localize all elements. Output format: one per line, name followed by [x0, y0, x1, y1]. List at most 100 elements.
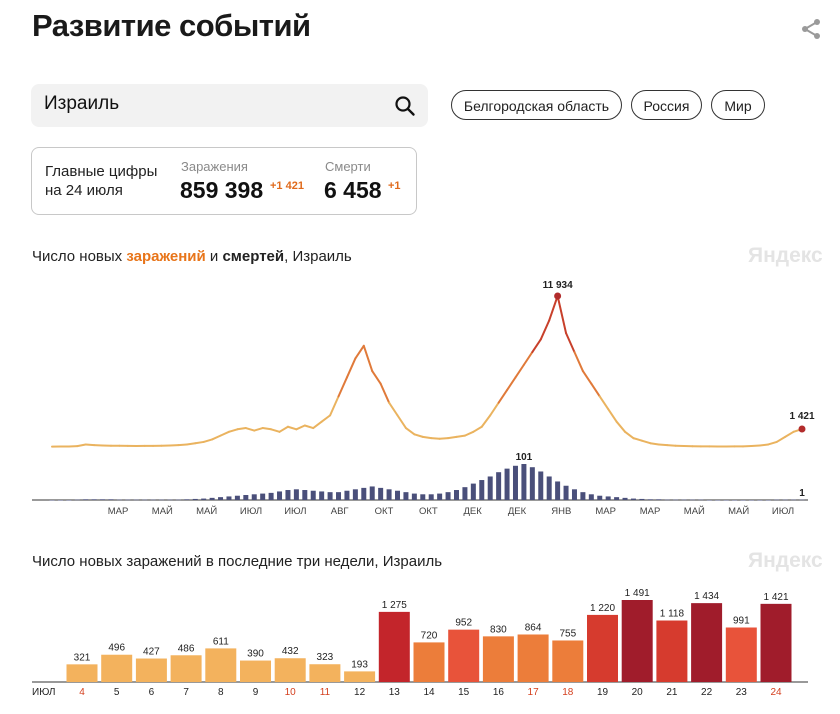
search-box[interactable] — [31, 84, 428, 127]
infection-line-segment — [362, 344, 374, 373]
infection-line-segment — [573, 351, 584, 373]
bar-value-label: 1 220 — [590, 603, 615, 614]
death-bar — [201, 498, 207, 500]
infection-line-segment — [295, 424, 306, 431]
bar — [66, 664, 98, 682]
infection-line-segment — [219, 430, 230, 437]
bar — [344, 671, 376, 682]
chart2-title: Число новых заражений в последние три не… — [32, 553, 443, 570]
death-bar — [285, 490, 291, 500]
infection-line-segment — [379, 382, 391, 404]
infection-line-segment — [320, 414, 332, 423]
bar-value-label: 1 491 — [625, 588, 650, 599]
death-bar — [555, 481, 561, 500]
page-title: Развитие событий — [32, 8, 311, 43]
death-bar — [428, 494, 434, 500]
x-category-label: 6 — [149, 687, 155, 698]
death-bar — [251, 494, 257, 500]
death-bar — [243, 495, 249, 500]
death-bar — [437, 493, 443, 500]
peak-marker — [554, 292, 562, 300]
stats-card — [31, 147, 417, 215]
infection-line-segment — [565, 332, 576, 354]
death-bar — [521, 464, 527, 500]
death-bar — [175, 499, 181, 501]
infection-line-segment — [84, 443, 96, 447]
infection-line-segment — [337, 376, 348, 398]
death-bar — [597, 495, 603, 500]
death-bar — [622, 497, 628, 500]
bar — [274, 658, 306, 682]
bar — [448, 629, 480, 682]
infection-line-segment — [438, 437, 450, 440]
infection-line-segment — [590, 382, 601, 398]
death-bar — [150, 499, 156, 501]
death-bar — [639, 498, 645, 500]
chip-world[interactable]: Мир — [711, 90, 765, 120]
infection-line-segment — [758, 443, 770, 447]
infection-line-segment — [489, 401, 500, 417]
infection-line-segment — [354, 344, 365, 360]
bar-value-label: 611 — [213, 636, 229, 647]
death-bar — [757, 500, 763, 501]
death-bar — [192, 498, 198, 500]
chart1: 11 934 1 421 101 1 МАР МАЙ МАЙ ИЮЛ ИЮЛ АВГ ОКТ ОКТ Д… — [32, 280, 815, 517]
x-category-label: 22 — [701, 687, 713, 698]
bar — [101, 654, 133, 682]
death-bar — [487, 476, 493, 500]
death-bar — [504, 468, 510, 500]
chip-belgorod[interactable]: Белгородская область — [451, 90, 622, 120]
bar-value-label: 486 — [178, 643, 195, 654]
x-category-label: 4 — [79, 687, 85, 698]
infection-line-segment — [227, 428, 239, 433]
death-bar — [689, 499, 695, 501]
chart2: ИЮЛ 321 4 496 5 427 6 486 7 611 8 390 9 432 10 323 11 193… — [32, 588, 808, 698]
infection-line-segment — [404, 427, 416, 436]
infection-line-segment — [278, 425, 289, 433]
death-bar — [108, 499, 114, 500]
death-last-label: 1 — [799, 488, 805, 499]
chip-russia[interactable]: Россия — [631, 90, 702, 120]
death-bar — [453, 490, 459, 500]
infection-line-segment — [177, 443, 188, 447]
search-input[interactable]: Израиль — [44, 93, 120, 114]
x-category-label: 5 — [114, 687, 120, 698]
x-tick-label: ОКТ — [419, 506, 438, 517]
bar-value-label: 1 421 — [763, 592, 788, 603]
bar-value-label: 864 — [525, 622, 542, 633]
chart1-title-highlight: заражений — [126, 248, 206, 265]
death-bar — [411, 493, 417, 500]
yandex-watermark-1: Яндекс — [748, 244, 823, 267]
death-bar — [512, 465, 518, 500]
death-bar — [571, 489, 577, 500]
bar — [656, 620, 688, 682]
infection-line-segment — [767, 440, 778, 446]
bar — [725, 627, 757, 682]
x-tick-label: МАЙ — [728, 505, 749, 517]
infection-line-segment — [649, 442, 660, 446]
death-bar — [664, 499, 670, 501]
bar — [517, 634, 549, 682]
death-bar — [310, 490, 316, 500]
death-bar — [91, 499, 97, 500]
death-bar — [782, 499, 788, 501]
infection-line-segment — [463, 430, 475, 437]
death-bar — [302, 490, 308, 500]
chart1-title: Число новых заражений и смертей, Израиль — [32, 248, 352, 265]
infection-line-segment — [303, 424, 315, 430]
infection-line-segment — [480, 414, 492, 428]
death-bar — [352, 489, 358, 500]
bar-value-label: 427 — [143, 647, 160, 658]
search-icon[interactable] — [394, 95, 416, 117]
death-bar — [378, 487, 384, 500]
death-bar — [563, 485, 569, 500]
share-icon[interactable] — [800, 18, 822, 40]
deaths-value: 6 458 — [324, 177, 382, 203]
x-category-label: 18 — [562, 687, 574, 698]
death-bar — [723, 500, 729, 501]
x-category-label: 14 — [423, 687, 435, 698]
infection-line-segment — [666, 444, 677, 447]
bar-value-label: 1 118 — [660, 609, 685, 620]
death-peak-label: 101 — [516, 452, 533, 463]
bar-value-label: 323 — [317, 652, 334, 663]
